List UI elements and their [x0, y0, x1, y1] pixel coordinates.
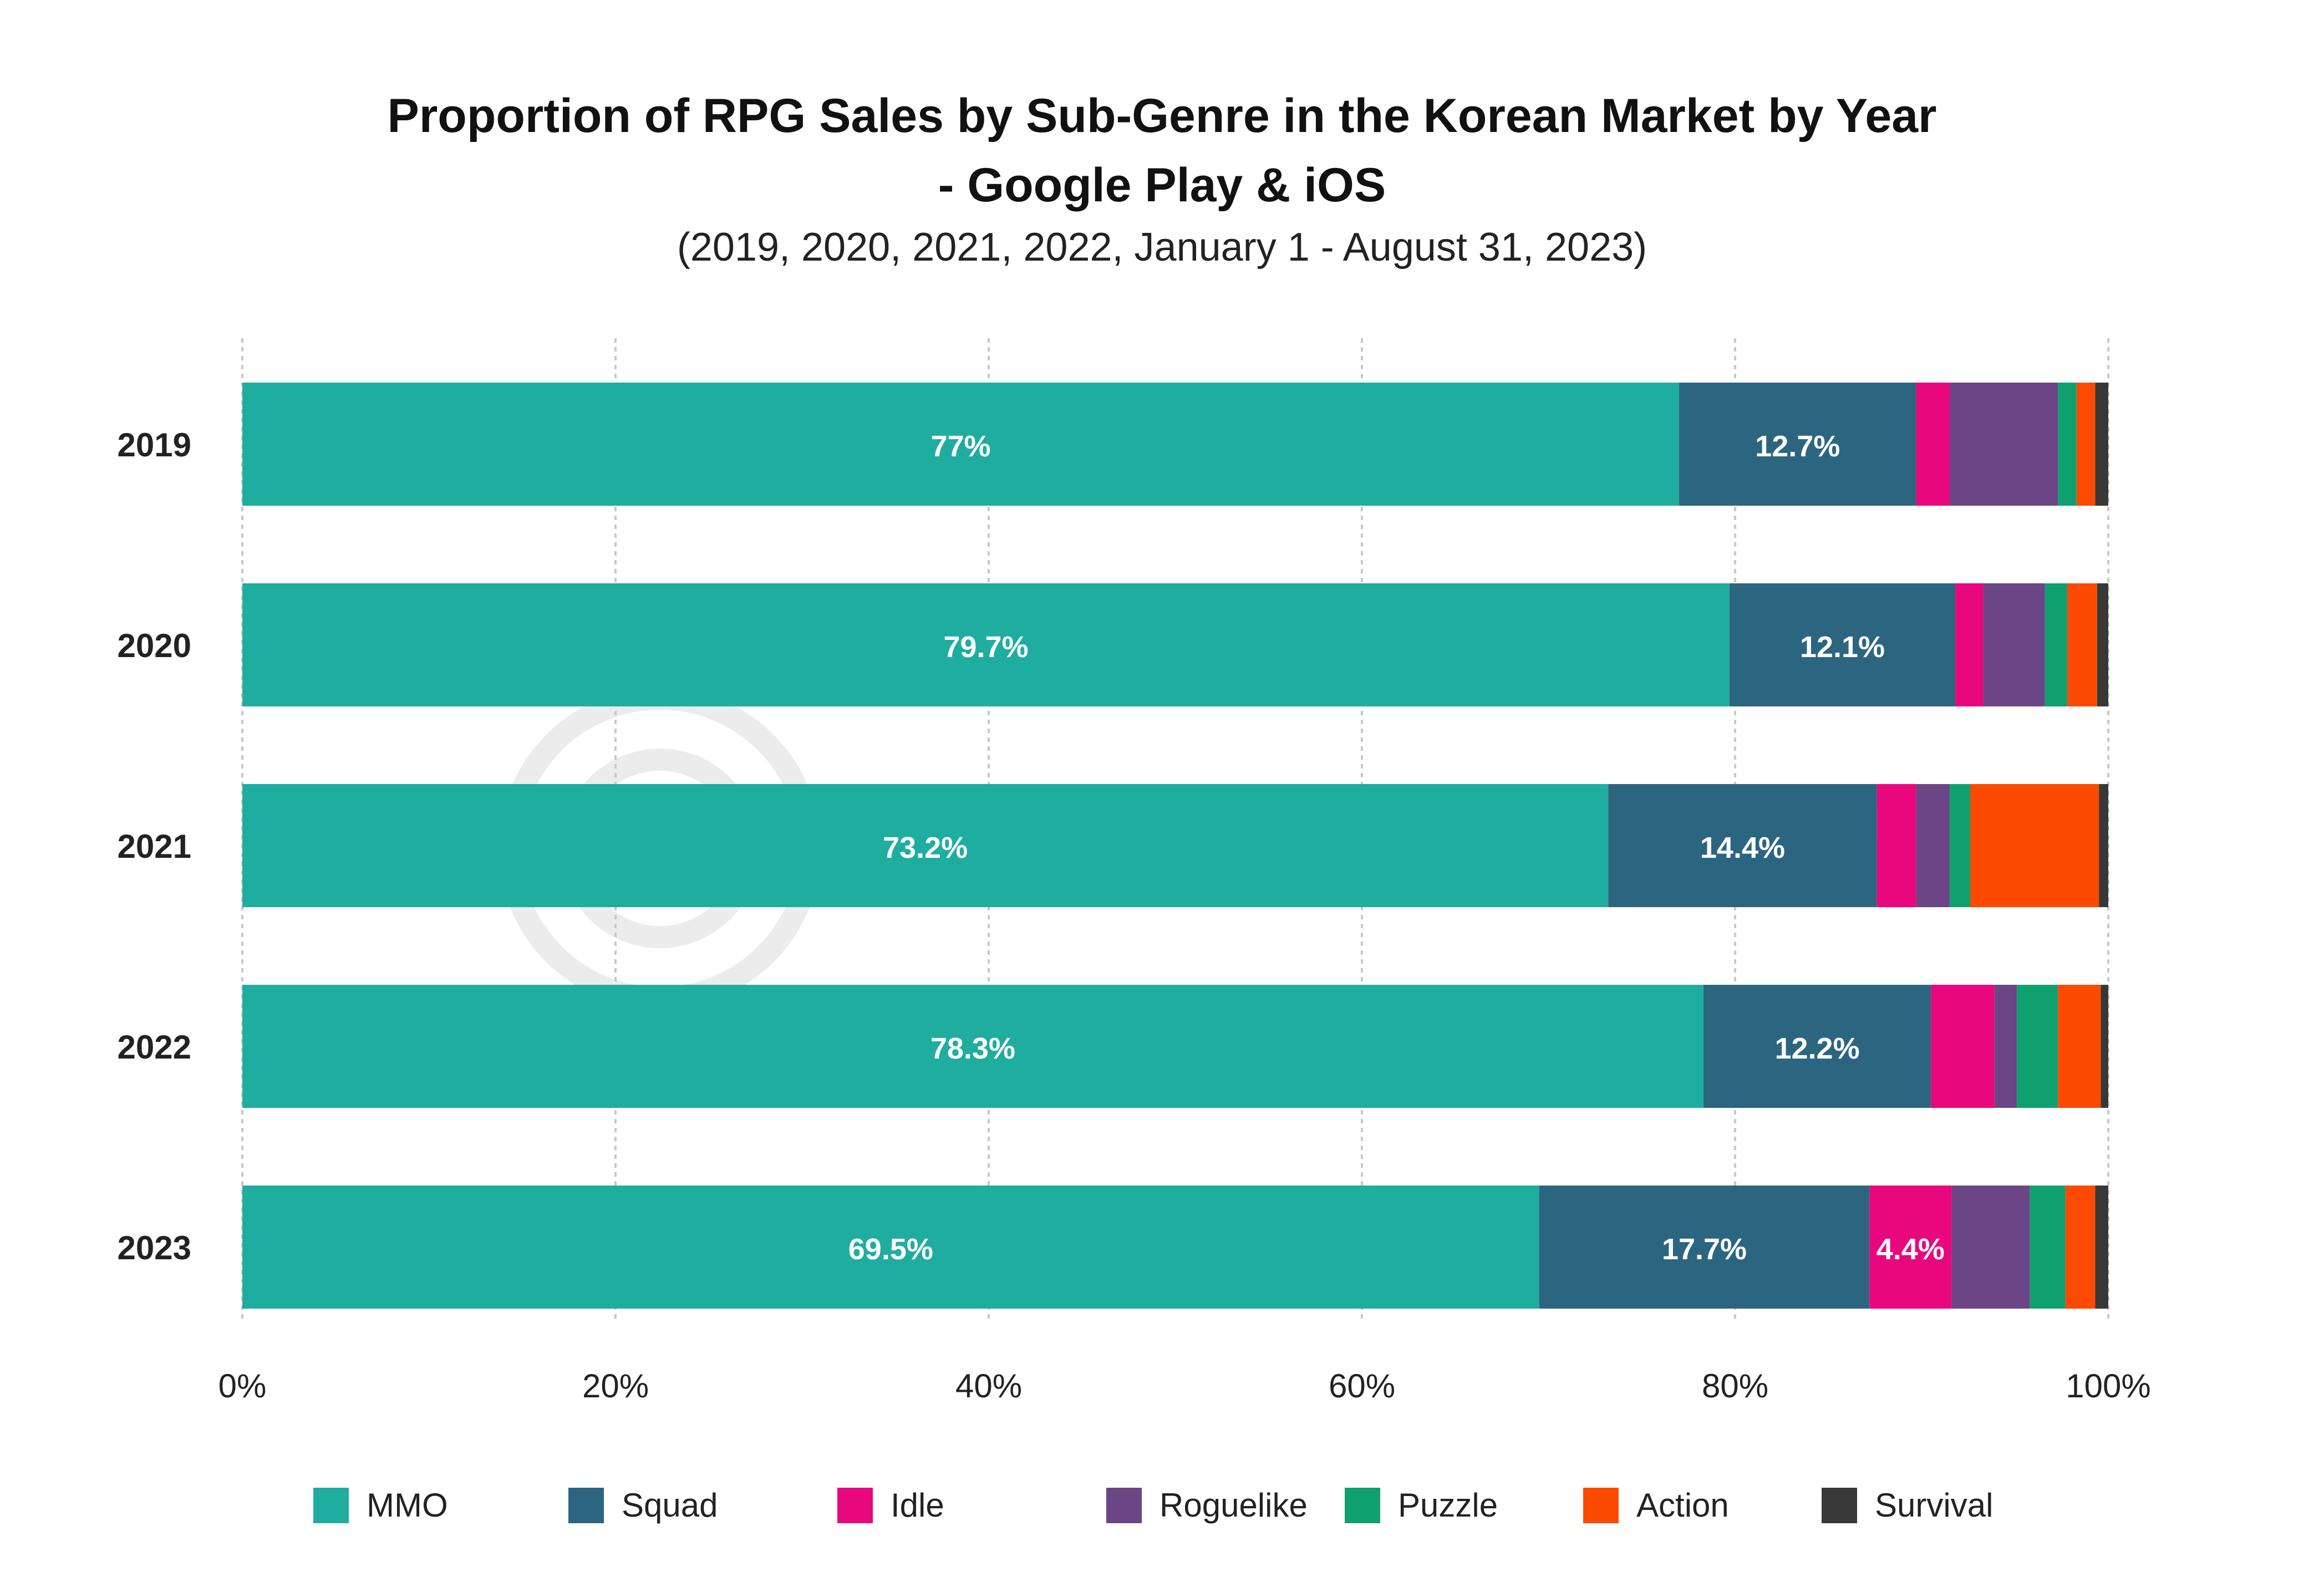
bar-segment-roguelike — [1994, 985, 2017, 1108]
legend-label: Squad — [622, 1487, 718, 1524]
bar-segment-mmo — [242, 985, 1703, 1108]
legend-swatch — [837, 1487, 873, 1523]
data-label: 12.1% — [1800, 630, 1885, 664]
legend-item-mmo: MMO — [313, 1486, 448, 1524]
bar-segment-survival — [2097, 583, 2108, 706]
legend-swatch — [1106, 1487, 1142, 1523]
legend-swatch — [1345, 1487, 1380, 1523]
bar-segment-action — [1970, 784, 2099, 907]
x-tick-label: 40% — [955, 1367, 1022, 1405]
bar-segment-mmo — [242, 583, 1730, 706]
legend-item-survival: Survival — [1822, 1486, 1993, 1524]
bar-segment-action — [2065, 1186, 2096, 1309]
legend-item-puzzle: Puzzle — [1345, 1486, 1498, 1524]
bar-segment-puzzle — [2045, 583, 2067, 706]
bar-segment-mmo — [242, 784, 1609, 907]
legend-label: Roguelike — [1160, 1487, 1308, 1524]
legend-label: Puzzle — [1398, 1487, 1498, 1524]
bar-segment-squad — [1608, 784, 1877, 907]
bar-segment-idle — [1869, 1186, 1952, 1309]
y-tick-label: 2022 — [118, 1029, 191, 1066]
legend-label: MMO — [367, 1487, 448, 1524]
legend-item-roguelike: Roguelike — [1106, 1486, 1308, 1524]
y-tick-label: 2023 — [118, 1229, 191, 1266]
data-label: 79.7% — [943, 630, 1028, 664]
legend-item-squad: Squad — [568, 1486, 718, 1524]
bar-segment-roguelike — [1983, 583, 2045, 706]
bar-segment-puzzle — [2030, 1186, 2066, 1309]
bar-segment-idle — [1916, 383, 1950, 506]
legend-item-idle: Idle — [837, 1486, 944, 1524]
bar-segment-idle — [1955, 583, 1984, 706]
y-tick-label: 2021 — [118, 828, 191, 865]
legend-item-action: Action — [1583, 1486, 1729, 1524]
data-label: 4.4% — [1877, 1233, 1945, 1266]
chart-subtitle: (2019, 2020, 2021, 2022, January 1 - Aug… — [677, 225, 1647, 269]
chart-title-line-2: - Google Play & iOS — [938, 159, 1386, 212]
bar-segment-action — [2076, 383, 2096, 506]
bar-segment-survival — [2095, 1186, 2108, 1309]
bar-segment-survival — [2099, 784, 2108, 907]
bar-segment-idle — [1877, 784, 1916, 907]
data-label: 17.7% — [1662, 1233, 1747, 1266]
bar-segment-survival — [2101, 985, 2108, 1108]
bar-segment-squad — [1539, 1186, 1870, 1309]
data-label: 78.3% — [930, 1032, 1015, 1065]
data-label: 77% — [930, 430, 990, 463]
data-label: 14.4% — [1700, 831, 1785, 864]
y-tick-label: 2019 — [118, 426, 191, 464]
legend-swatch — [568, 1487, 604, 1523]
bar-segment-squad — [1703, 985, 1931, 1108]
chart-title: Proportion of RPG Sales by Sub-Genre in … — [387, 89, 1937, 143]
bar-segment-puzzle — [2058, 383, 2077, 506]
legend-label: Survival — [1875, 1487, 1994, 1524]
stacked-bar-chart: SensorTower0%20%40%60%80%100%201977%12.7… — [118, 338, 2151, 1405]
data-label: 69.5% — [848, 1233, 933, 1266]
legend-label: Idle — [891, 1487, 944, 1524]
bar-segment-roguelike — [1951, 1186, 2030, 1309]
x-tick-label: 100% — [2066, 1367, 2150, 1405]
chart-legend: MMO Squad Idle Roguelike Puzzle Action Surviva… — [0, 1486, 2324, 1530]
legend-swatch — [1822, 1487, 1857, 1523]
bar-segment-survival — [2095, 383, 2108, 506]
bar-segment-squad — [1679, 383, 1916, 506]
legend-swatch — [1583, 1487, 1619, 1523]
bar-segment-puzzle — [2017, 985, 2058, 1108]
data-label: 12.7% — [1755, 430, 1840, 463]
legend-swatch — [313, 1487, 349, 1523]
bar-segment-idle — [1931, 985, 1995, 1108]
x-tick-label: 80% — [1702, 1367, 1768, 1405]
bar-segment-squad — [1729, 583, 1956, 706]
bar-segment-roguelike — [1949, 383, 2058, 506]
bar-segment-roguelike — [1916, 784, 1950, 907]
bar-segment-mmo — [242, 1186, 1539, 1309]
x-tick-label: 20% — [582, 1367, 649, 1405]
x-tick-label: 60% — [1329, 1367, 1395, 1405]
bar-segment-action — [2058, 985, 2101, 1108]
data-label: 12.2% — [1774, 1032, 1859, 1065]
bar-segment-puzzle — [1949, 784, 1970, 907]
x-tick-label: 0% — [218, 1367, 267, 1405]
y-tick-label: 2020 — [118, 627, 191, 664]
bar-segment-mmo — [242, 383, 1680, 506]
legend-label: Action — [1636, 1487, 1729, 1524]
bar-segment-action — [2067, 583, 2097, 706]
data-label: 73.2% — [883, 831, 968, 864]
